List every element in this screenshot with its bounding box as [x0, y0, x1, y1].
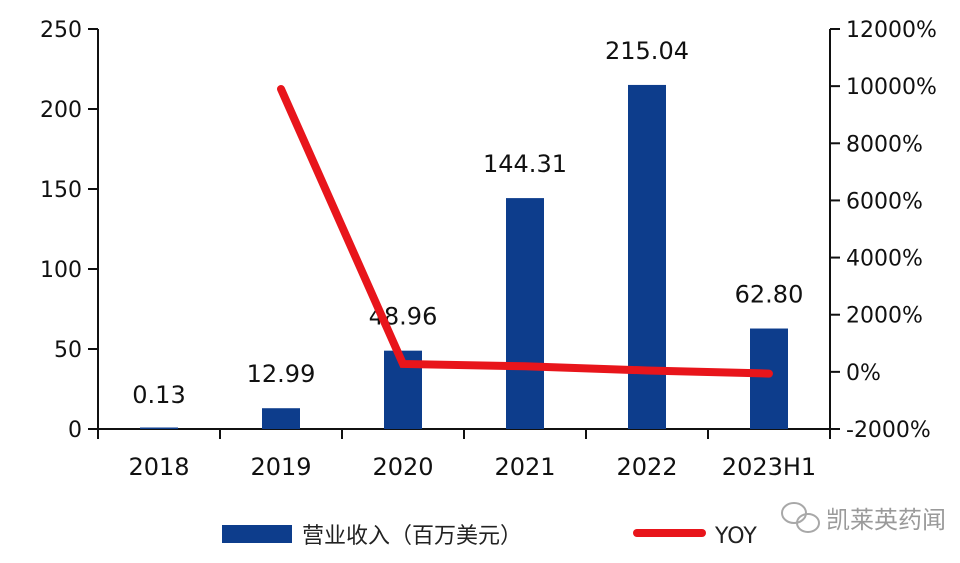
left-axis-tick: 200 — [40, 98, 82, 123]
yoy-line — [277, 85, 773, 378]
bar — [262, 408, 300, 429]
right-axis-tick: 4000% — [846, 247, 923, 272]
bar — [628, 84, 666, 429]
x-axis-tick: 2018 — [128, 453, 189, 481]
x-axis-tick: 2020 — [372, 453, 433, 481]
wechat-icon — [781, 502, 820, 533]
bar — [750, 328, 788, 429]
bar — [140, 427, 178, 429]
bar-series — [140, 84, 788, 429]
left-axis: 0 50 100 150 200 250 — [40, 18, 99, 443]
right-axis-tick: -2000% — [846, 418, 931, 443]
x-axis: 2018 2019 2020 2021 2022 2023H1 — [88, 428, 831, 481]
right-axis-tick: 12000% — [846, 18, 937, 43]
left-axis-tick: 100 — [40, 258, 82, 283]
legend-line-label: YOY — [714, 524, 757, 549]
bar-data-label: 0.13 — [132, 381, 185, 409]
x-axis-tick: 2022 — [616, 453, 677, 481]
bar-data-label: 62.80 — [735, 281, 804, 309]
legend-bar-swatch — [222, 525, 292, 543]
left-axis-tick: 0 — [68, 418, 82, 443]
watermark: 凯莱英药闻 — [781, 502, 946, 534]
left-axis-tick: 150 — [40, 178, 82, 203]
yoy-line-series — [277, 85, 773, 378]
x-axis-tick: 2023H1 — [722, 453, 816, 481]
bar-data-label: 12.99 — [247, 360, 316, 388]
left-axis-tick: 250 — [40, 18, 82, 43]
x-axis-tick: 2019 — [250, 453, 311, 481]
right-axis-tick: 2000% — [846, 304, 923, 329]
bar-data-label: 144.31 — [483, 150, 567, 178]
legend-bar-label: 营业收入（百万美元） — [302, 524, 522, 549]
right-axis: -2000% 0% 2000% 4000% 6000% 8000% 10000% 12000% — [829, 18, 937, 443]
right-axis-tick: 0% — [846, 361, 881, 386]
left-axis-tick: 50 — [54, 338, 82, 363]
watermark-text: 凯莱英药闻 — [826, 506, 946, 534]
bar — [506, 198, 544, 429]
right-axis-tick: 10000% — [846, 75, 937, 100]
x-axis-tick: 2021 — [494, 453, 555, 481]
legend: 营业收入（百万美元） YOY — [222, 524, 757, 549]
bar-data-label: 215.04 — [605, 37, 689, 65]
right-axis-tick: 6000% — [846, 189, 923, 214]
right-axis-tick: 8000% — [846, 132, 923, 157]
